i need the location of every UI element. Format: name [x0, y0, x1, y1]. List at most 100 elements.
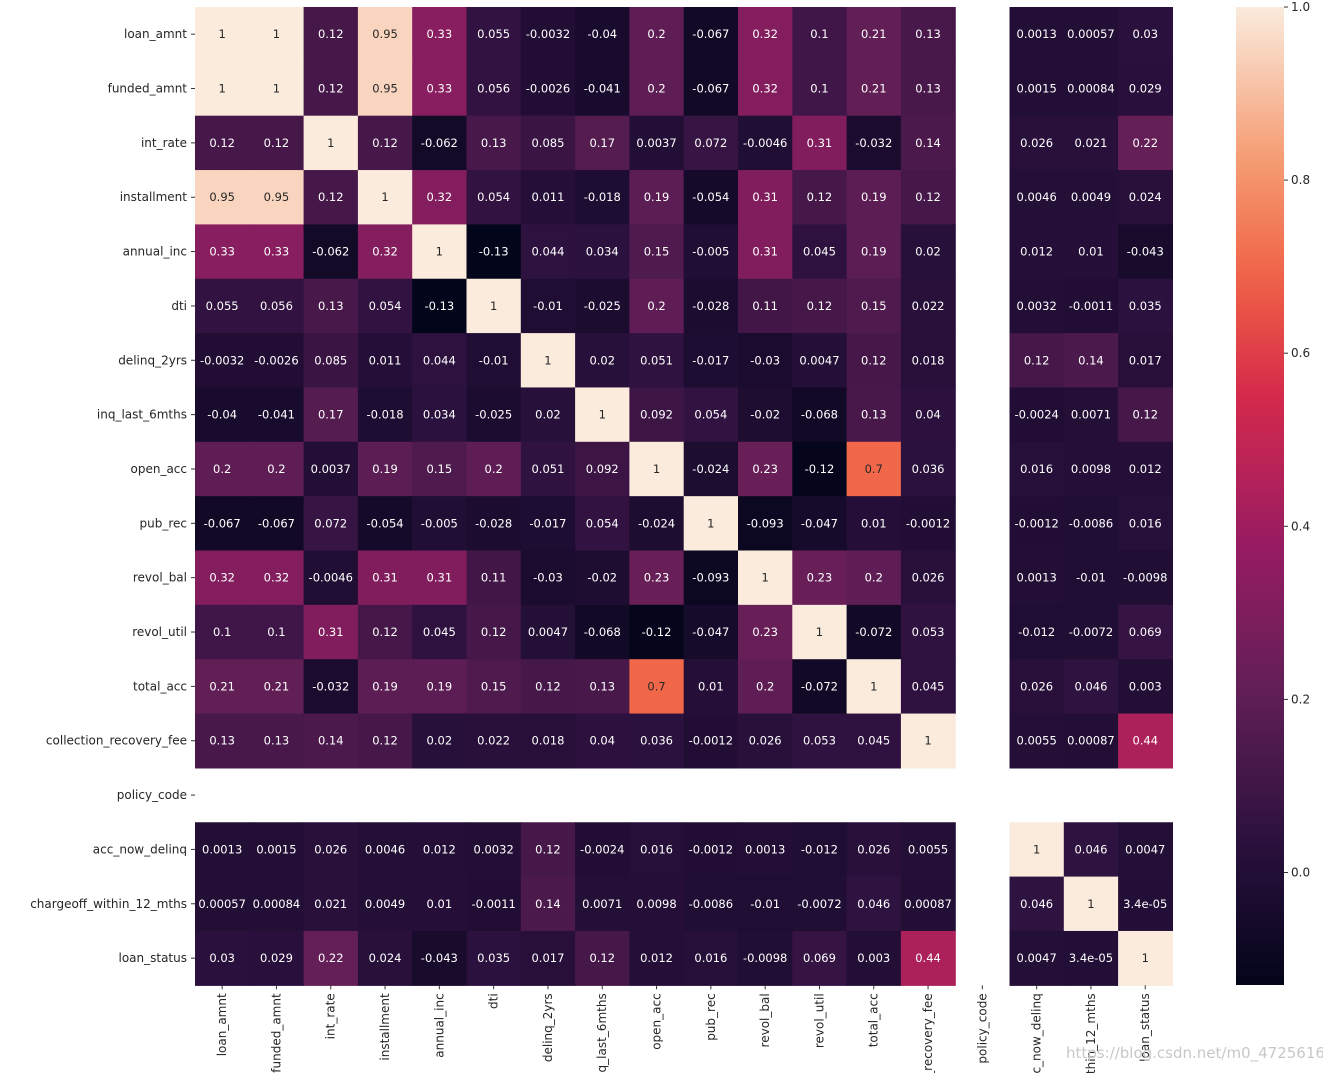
cell-value-label: 0.018 [912, 353, 945, 367]
cell-value-label: 0.0098 [1071, 462, 1111, 476]
heatmap-cell [1009, 822, 1065, 878]
heatmap-cell [846, 550, 902, 606]
cell-value-label: 0.15 [861, 299, 887, 313]
heatmap-cell [900, 61, 956, 117]
cell-value-label: -0.068 [584, 625, 621, 639]
y-tick-label: pub_rec [140, 516, 188, 530]
heatmap-cell [412, 61, 468, 117]
heatmap-cell [466, 550, 522, 606]
heatmap-cell [846, 224, 902, 280]
heatmap-cell [629, 713, 685, 769]
heatmap-cell [846, 170, 902, 225]
heatmap-cell [900, 876, 956, 932]
cell-value-label: 1 [599, 408, 606, 422]
cell-value-label: 0.31 [752, 245, 778, 259]
heatmap-cell [1009, 333, 1065, 389]
heatmap-cell [520, 496, 576, 552]
cell-value-label: 0.95 [209, 190, 235, 204]
cell-value-label: 0.33 [427, 82, 453, 96]
cell-value-label: 0.021 [314, 897, 347, 911]
heatmap-cell [738, 930, 793, 986]
cell-value-label: -0.067 [692, 82, 729, 96]
cell-value-label: 1 [1142, 951, 1149, 965]
cell-value-label: -0.093 [747, 516, 784, 530]
heatmap-cell [520, 930, 576, 986]
heatmap-cell [195, 278, 250, 334]
cell-value-label: -0.041 [258, 408, 295, 422]
cell-value-label: 0.0015 [1017, 82, 1057, 96]
cell-value-label: 0.045 [423, 625, 456, 639]
cell-value-label: 0.003 [1129, 679, 1162, 693]
heatmap-cell [357, 224, 413, 280]
heatmap-cell [466, 387, 522, 443]
cell-value-label: 1 [761, 571, 768, 585]
cell-value-label: 0.045 [912, 679, 945, 693]
heatmap-cell [738, 170, 793, 225]
heatmap-cell [629, 930, 685, 986]
cell-value-label: -0.028 [692, 299, 729, 313]
cell-value-label: 0.016 [640, 842, 673, 856]
y-tick-label: delinq_2yrs [118, 353, 187, 367]
cell-value-label: 1 [381, 190, 388, 204]
cell-value-label: 0.1 [267, 625, 285, 639]
heatmap-cell [357, 496, 413, 552]
heatmap-cell [846, 496, 902, 552]
heatmap-cell [629, 170, 685, 225]
cell-value-label: 0.12 [372, 136, 398, 150]
heatmap-cell [520, 61, 576, 117]
heatmap-cell [575, 441, 630, 497]
heatmap-cell [575, 713, 630, 769]
heatmap-cell [249, 876, 305, 932]
cell-value-label: -0.01 [1076, 571, 1106, 585]
colorbar-tick-label: 0.0 [1291, 865, 1310, 879]
cell-value-label: -0.12 [805, 462, 835, 476]
heatmap-cell [249, 604, 305, 660]
heatmap-cell [466, 876, 522, 932]
cell-value-label: 0.19 [372, 462, 398, 476]
cell-value-label: 0.19 [861, 190, 887, 204]
x-tick-label: loan_amnt [215, 993, 229, 1056]
cell-value-label: -0.0026 [254, 353, 298, 367]
cell-value-label: 0.21 [861, 82, 887, 96]
cell-value-label: 0.2 [213, 462, 231, 476]
cell-value-label: 0.0071 [582, 897, 622, 911]
heatmap-cell [900, 278, 956, 334]
heatmap-cell [846, 115, 902, 171]
heatmap-cell [629, 333, 685, 389]
cell-value-label: 0.17 [589, 136, 615, 150]
cell-value-label: 0.0047 [1125, 842, 1165, 856]
cell-value-label: 0.054 [694, 408, 727, 422]
cell-value-label: 0.0071 [1071, 408, 1111, 422]
cell-value-label: 0.12 [372, 625, 398, 639]
cell-value-label: 0.13 [264, 734, 290, 748]
heatmap-cell [900, 224, 956, 280]
heatmap-cell [575, 333, 630, 389]
cell-value-label: 0.44 [1132, 734, 1158, 748]
cell-value-label: 0.95 [264, 190, 290, 204]
heatmap-cell [1063, 387, 1119, 443]
heatmap-cell [520, 115, 576, 171]
cell-value-label: 0.0037 [311, 462, 351, 476]
colorbar-tick-label: 0.2 [1291, 692, 1310, 706]
cell-value-label: 0.13 [318, 299, 344, 313]
heatmap-cell [1063, 224, 1119, 280]
heatmap-cell [629, 876, 685, 932]
cell-value-label: -0.068 [801, 408, 838, 422]
heatmap-cell [575, 7, 630, 62]
cell-value-label: 0.055 [206, 299, 239, 313]
cell-value-label: 0.036 [912, 462, 945, 476]
cell-value-label: -0.005 [421, 516, 458, 530]
cell-value-label: -0.062 [312, 245, 349, 259]
heatmap-cell [846, 278, 902, 334]
cell-value-label: 0.053 [912, 625, 945, 639]
heatmap-cell [520, 550, 576, 606]
cell-value-label: 0.00084 [253, 897, 301, 911]
cell-value-label: 0.11 [752, 299, 778, 313]
heatmap-cell [357, 170, 413, 225]
heatmap-cell [629, 224, 685, 280]
heatmap-cell [900, 387, 956, 443]
cell-value-label: 0.12 [807, 299, 833, 313]
heatmap-cell [900, 441, 956, 497]
heatmap-cell [792, 170, 848, 225]
cell-value-label: 0.32 [264, 571, 290, 585]
